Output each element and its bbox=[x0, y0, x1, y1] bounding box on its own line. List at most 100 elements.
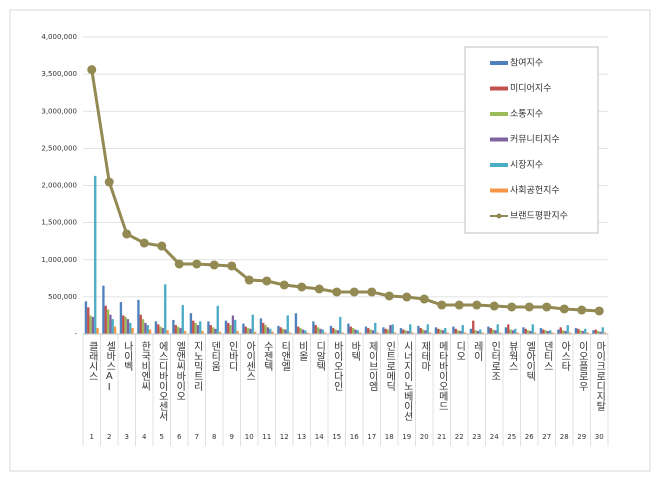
bar bbox=[231, 315, 235, 334]
rank-label: 4 bbox=[142, 433, 147, 441]
bar bbox=[406, 331, 410, 334]
bar bbox=[526, 330, 530, 334]
bar bbox=[411, 332, 414, 334]
bar bbox=[294, 313, 298, 334]
bar bbox=[164, 284, 167, 334]
bar bbox=[146, 325, 149, 334]
x-tick-label: 디알텍 bbox=[314, 341, 326, 372]
line-marker bbox=[437, 300, 447, 310]
bar bbox=[119, 302, 123, 334]
line-marker bbox=[244, 275, 254, 285]
rank-label: 19 bbox=[402, 433, 411, 441]
rank-label: 27 bbox=[542, 433, 551, 441]
bar bbox=[192, 320, 195, 334]
bar bbox=[104, 305, 107, 334]
bar bbox=[529, 331, 532, 334]
bar bbox=[216, 305, 219, 334]
x-tick-label: 시너지이노베이션 bbox=[401, 341, 413, 421]
bar bbox=[531, 324, 534, 334]
line-marker bbox=[542, 302, 552, 312]
bar bbox=[444, 328, 447, 334]
bar bbox=[446, 332, 449, 334]
rank-label: 29 bbox=[577, 433, 586, 441]
rank-label: 13 bbox=[297, 433, 306, 441]
bar bbox=[522, 327, 525, 334]
bar bbox=[389, 325, 392, 334]
x-tick-label: 티앤엘 bbox=[279, 341, 291, 371]
x-tick-label: 덴티움 bbox=[209, 341, 221, 371]
bar bbox=[476, 331, 480, 334]
x-tick-label: 레이 bbox=[471, 341, 483, 362]
y-tick-label: 1,500,000 bbox=[41, 219, 77, 227]
bar bbox=[574, 328, 578, 334]
bar bbox=[544, 330, 547, 334]
line-marker bbox=[594, 306, 604, 316]
bar bbox=[428, 332, 432, 334]
rank-label: 8 bbox=[212, 433, 216, 441]
y-tick-label: 2,500,000 bbox=[41, 144, 77, 152]
line-marker bbox=[279, 280, 289, 290]
bar bbox=[297, 326, 300, 334]
line-marker bbox=[104, 177, 114, 187]
rank-label: 22 bbox=[455, 433, 464, 441]
bar bbox=[469, 328, 473, 334]
bar bbox=[201, 331, 204, 334]
bar bbox=[472, 320, 475, 334]
bar bbox=[242, 323, 245, 334]
bar bbox=[224, 320, 228, 334]
x-tick-label: 인터로조 bbox=[489, 341, 501, 381]
bar bbox=[596, 331, 600, 334]
bar bbox=[376, 332, 379, 334]
rank-label: 1 bbox=[90, 433, 94, 441]
bar bbox=[264, 325, 267, 334]
x-tick-label: 엘앤씨바이오 bbox=[174, 340, 186, 401]
bar bbox=[424, 330, 427, 334]
bar bbox=[306, 332, 309, 334]
bar bbox=[594, 329, 597, 334]
bar bbox=[452, 326, 455, 334]
bar bbox=[288, 332, 292, 334]
rank-label: 12 bbox=[280, 433, 289, 441]
bar bbox=[229, 325, 232, 334]
bar bbox=[384, 328, 387, 334]
bar bbox=[111, 319, 114, 334]
bar bbox=[542, 329, 545, 334]
x-tick-label: 바이오다인 bbox=[331, 341, 343, 391]
bar bbox=[279, 327, 282, 334]
bar bbox=[271, 331, 274, 334]
line-marker bbox=[297, 282, 307, 292]
bar bbox=[461, 325, 464, 334]
bar bbox=[339, 316, 342, 334]
line-marker bbox=[524, 302, 534, 312]
bar bbox=[144, 322, 147, 334]
bar bbox=[439, 329, 442, 334]
bar bbox=[549, 330, 552, 334]
bar bbox=[159, 326, 162, 334]
bar bbox=[323, 332, 327, 334]
rank-label: 6 bbox=[177, 433, 182, 441]
y-tick-label: 2,000,000 bbox=[41, 182, 77, 190]
bar bbox=[137, 299, 140, 334]
x-tick-label: 한국비엔씨 bbox=[139, 341, 151, 391]
bar bbox=[236, 331, 239, 334]
bar bbox=[321, 329, 324, 334]
bar bbox=[161, 328, 165, 334]
bar bbox=[262, 322, 265, 334]
rank-label: 28 bbox=[560, 433, 569, 441]
legend-label: 참여지수 bbox=[510, 57, 543, 69]
bar bbox=[474, 330, 477, 334]
line-marker bbox=[157, 241, 167, 251]
bar bbox=[334, 329, 337, 334]
bar bbox=[561, 330, 565, 334]
bar bbox=[131, 328, 134, 334]
bar bbox=[277, 325, 280, 334]
legend-swatch bbox=[490, 112, 508, 116]
bar bbox=[176, 326, 180, 334]
bar bbox=[314, 325, 317, 334]
legend-label: 사회공헌지수 bbox=[510, 185, 560, 196]
bar bbox=[109, 314, 112, 334]
bar bbox=[559, 327, 562, 334]
bar bbox=[419, 328, 422, 334]
rank-label: 18 bbox=[385, 433, 394, 441]
